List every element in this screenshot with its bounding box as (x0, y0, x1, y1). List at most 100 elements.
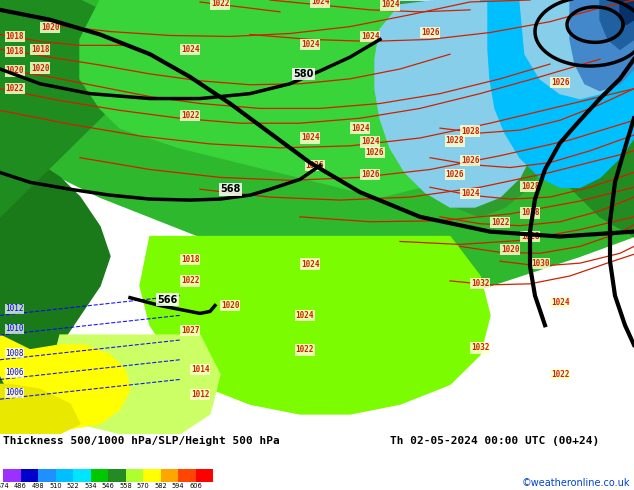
Text: 1026: 1026 (306, 161, 324, 170)
Bar (160, 469, 178, 482)
Polygon shape (570, 0, 634, 91)
Text: 606: 606 (189, 484, 202, 490)
Text: 1026: 1026 (446, 170, 464, 179)
Text: 1010: 1010 (5, 324, 23, 333)
Text: 546: 546 (101, 484, 114, 490)
Polygon shape (0, 335, 130, 429)
Text: 522: 522 (67, 484, 79, 490)
Text: 1020: 1020 (6, 67, 24, 75)
Bar (38, 469, 56, 482)
Text: 1020: 1020 (41, 23, 59, 32)
Polygon shape (0, 0, 150, 217)
Text: 1028: 1028 (521, 232, 540, 241)
Text: 1028: 1028 (521, 182, 540, 191)
Text: 1006: 1006 (5, 388, 23, 397)
Text: 1024: 1024 (181, 45, 199, 54)
Polygon shape (50, 335, 220, 434)
Text: 498: 498 (32, 484, 44, 490)
Text: 1012: 1012 (191, 390, 209, 399)
Polygon shape (520, 0, 634, 98)
Text: 510: 510 (49, 484, 61, 490)
Text: 1024: 1024 (461, 189, 479, 197)
Polygon shape (500, 0, 634, 89)
Text: 1024: 1024 (361, 137, 379, 147)
Text: 474: 474 (0, 484, 10, 490)
Polygon shape (140, 237, 490, 414)
Text: 1024: 1024 (295, 311, 314, 320)
Polygon shape (480, 0, 634, 187)
Polygon shape (430, 0, 634, 237)
Text: 1026: 1026 (366, 148, 384, 157)
Bar (143, 469, 160, 482)
Bar (91, 469, 108, 482)
Text: 570: 570 (136, 484, 150, 490)
Text: 1024: 1024 (361, 32, 379, 41)
Text: 566: 566 (157, 294, 178, 305)
Text: 1022: 1022 (181, 276, 199, 285)
Text: 1028: 1028 (446, 136, 464, 146)
Bar (20, 469, 38, 482)
Text: 1022: 1022 (210, 0, 230, 8)
Text: 1024: 1024 (551, 298, 569, 307)
Polygon shape (0, 384, 80, 434)
Polygon shape (430, 0, 634, 148)
Text: 1024: 1024 (301, 40, 320, 49)
Text: 594: 594 (172, 484, 184, 490)
Bar (108, 469, 126, 482)
Text: Thickness 500/1000 hPa/SLP/Height 500 hPa: Thickness 500/1000 hPa/SLP/Height 500 hP… (3, 436, 280, 446)
Text: 1026: 1026 (421, 28, 439, 37)
Bar (178, 469, 195, 482)
Text: 1020: 1020 (221, 301, 239, 310)
Text: 1026: 1026 (551, 78, 569, 87)
Text: 568: 568 (220, 184, 240, 194)
Text: 1020: 1020 (501, 245, 519, 254)
Bar (3, 469, 20, 482)
Text: 1026: 1026 (461, 156, 479, 165)
Text: 582: 582 (154, 484, 167, 490)
Text: 1018: 1018 (31, 45, 49, 54)
Text: 580: 580 (293, 69, 313, 79)
Text: 1024: 1024 (301, 133, 320, 143)
Text: 1022: 1022 (181, 111, 199, 120)
Bar (56, 469, 73, 482)
Polygon shape (0, 0, 110, 434)
Text: 1028: 1028 (521, 208, 540, 218)
Polygon shape (0, 0, 634, 306)
Text: 1018: 1018 (181, 255, 199, 264)
Text: 486: 486 (14, 484, 27, 490)
Text: 1024: 1024 (351, 123, 369, 133)
Text: 1008: 1008 (5, 349, 23, 358)
Text: 1022: 1022 (295, 345, 314, 354)
Text: 1028: 1028 (461, 126, 479, 136)
Text: 1024: 1024 (311, 0, 329, 6)
Bar (195, 469, 213, 482)
Text: ©weatheronline.co.uk: ©weatheronline.co.uk (522, 478, 630, 488)
Bar (73, 469, 91, 482)
Text: 1022: 1022 (551, 370, 569, 379)
Bar (126, 469, 143, 482)
Text: 1024: 1024 (381, 0, 399, 9)
Text: 1024: 1024 (301, 260, 320, 269)
Text: 1026: 1026 (361, 170, 379, 179)
Text: 558: 558 (119, 484, 132, 490)
Text: 1018: 1018 (6, 32, 24, 41)
Text: 1018: 1018 (6, 47, 24, 56)
Text: 1006: 1006 (5, 368, 23, 377)
Polygon shape (385, 0, 570, 217)
Text: 1030: 1030 (531, 259, 549, 268)
Text: 1022: 1022 (6, 84, 24, 93)
Text: Th 02-05-2024 00:00 UTC (00+24): Th 02-05-2024 00:00 UTC (00+24) (390, 436, 599, 446)
Polygon shape (390, 0, 634, 100)
Text: 1014: 1014 (191, 365, 209, 374)
Text: 1012: 1012 (5, 304, 23, 314)
Polygon shape (80, 0, 520, 197)
Text: 1032: 1032 (471, 279, 489, 288)
Polygon shape (375, 0, 540, 207)
Text: 1020: 1020 (31, 64, 49, 73)
Text: 1022: 1022 (491, 218, 509, 227)
Text: 1027: 1027 (181, 326, 199, 335)
Text: 1032: 1032 (471, 343, 489, 352)
Text: 534: 534 (84, 484, 97, 490)
Polygon shape (620, 0, 634, 24)
Polygon shape (600, 0, 634, 49)
